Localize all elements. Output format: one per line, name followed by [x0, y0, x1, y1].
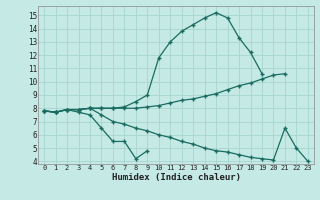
X-axis label: Humidex (Indice chaleur): Humidex (Indice chaleur) [111, 173, 241, 182]
